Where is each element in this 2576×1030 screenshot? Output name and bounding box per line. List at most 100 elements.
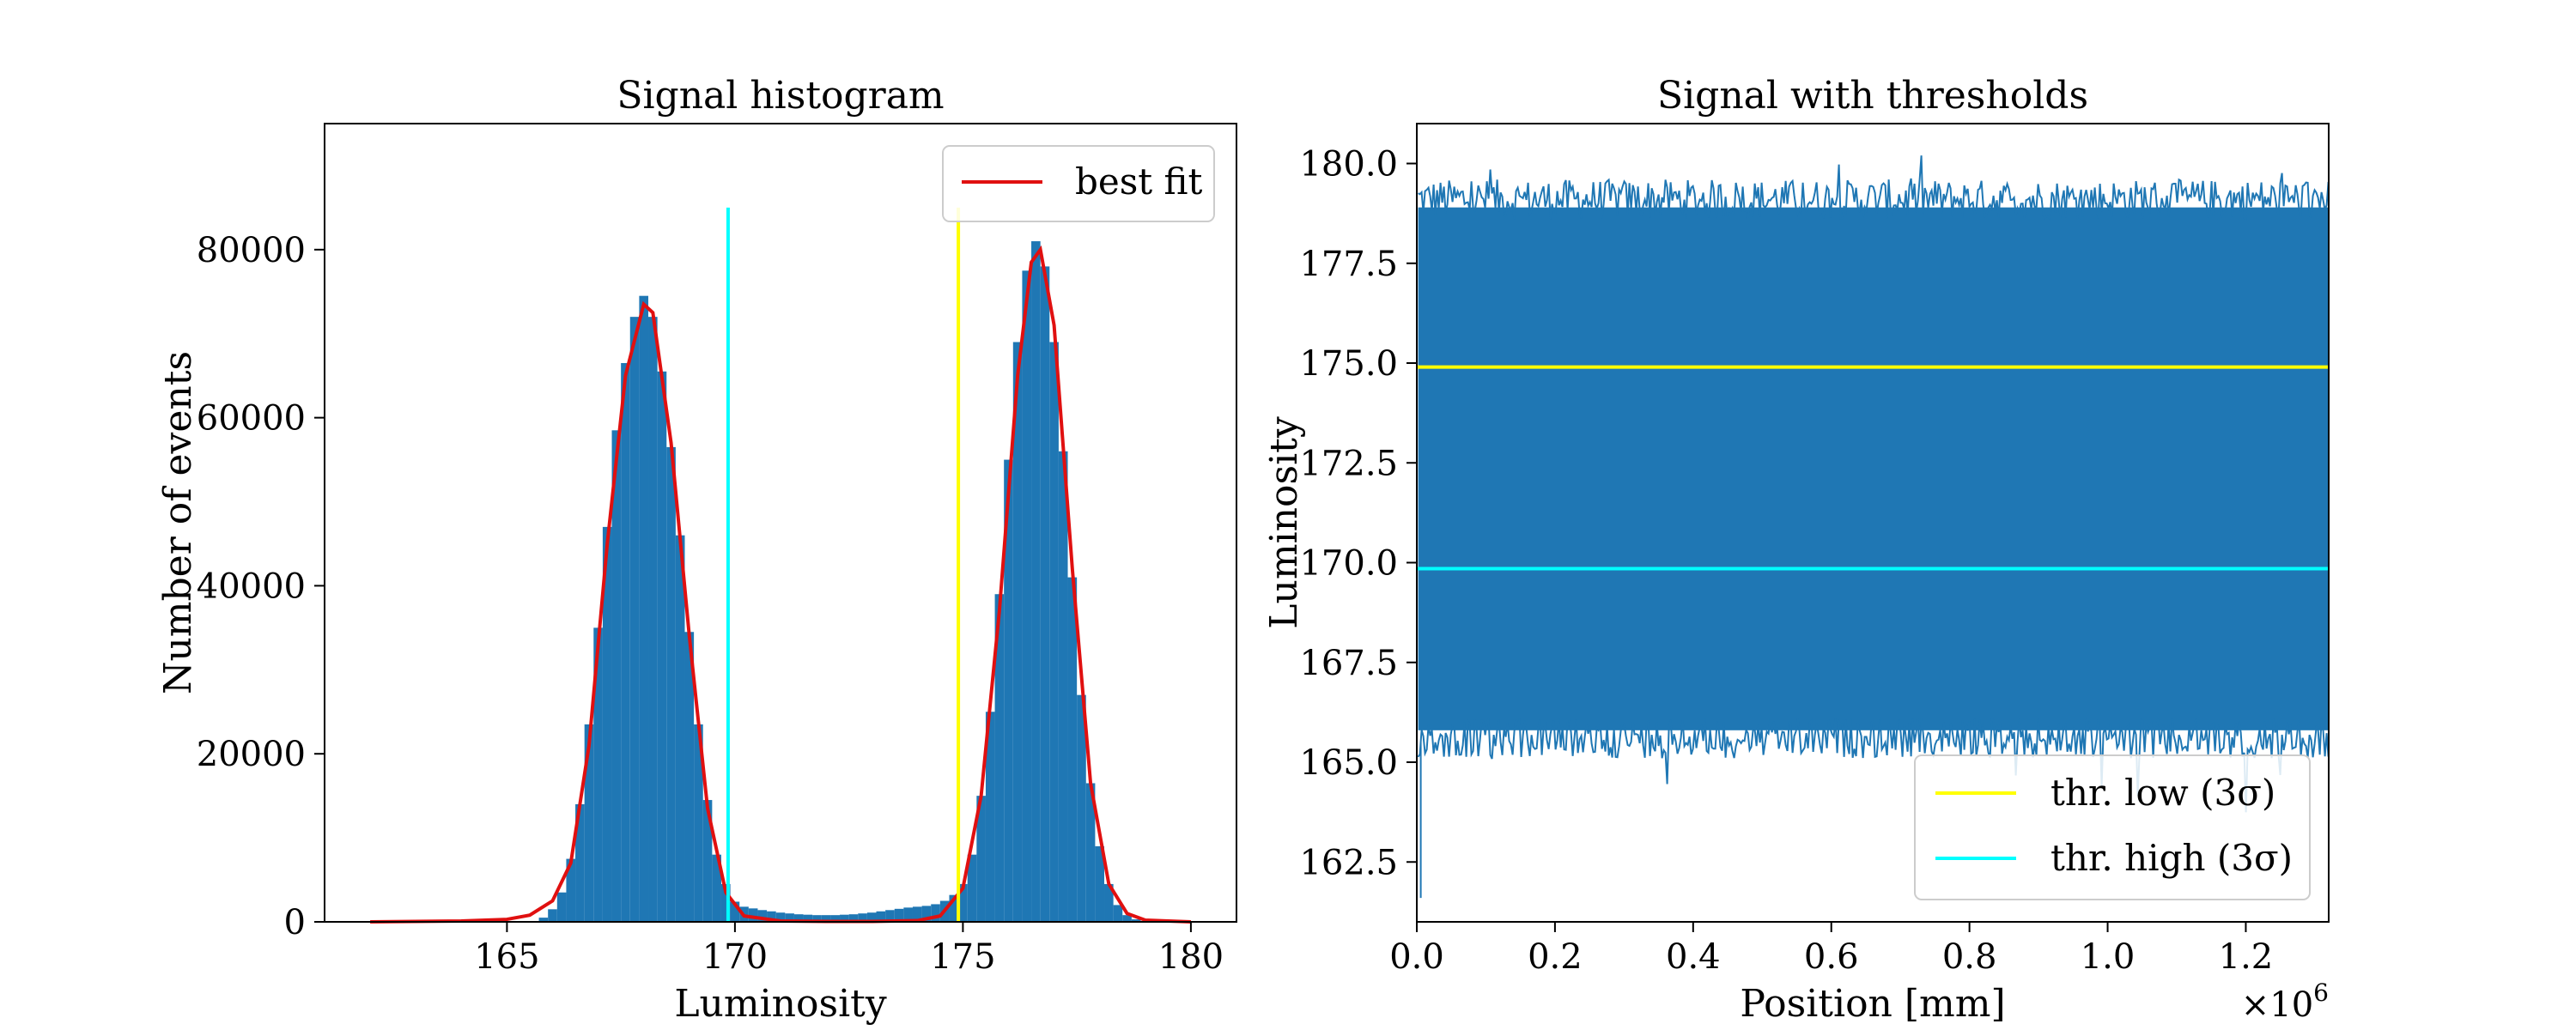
- histogram-bar: [793, 914, 804, 922]
- histogram-bar: [1022, 270, 1032, 922]
- y-tick-label: 0: [284, 903, 306, 942]
- histogram-bar: [821, 915, 831, 922]
- histogram-bar: [1131, 919, 1141, 922]
- signal-title: Signal with thresholds: [1657, 74, 2088, 118]
- signal-band: [1418, 207, 2329, 730]
- histogram-y-label: Number of events: [156, 351, 200, 694]
- signal-axes-frame: [1416, 123, 2330, 923]
- histogram-y-ticks: 0 20000 40000 60000 80000: [197, 231, 325, 942]
- y-tick-label: 177.5: [1299, 245, 1398, 284]
- histogram-bar: [548, 909, 557, 922]
- histogram-bar: [556, 892, 567, 922]
- x-tick-label: 180: [1158, 937, 1224, 977]
- histogram-bar: [1040, 266, 1050, 923]
- histogram-bar: [885, 910, 895, 922]
- histogram-bar: [712, 854, 721, 922]
- histogram-bar: [538, 918, 549, 922]
- histogram-bar: [876, 911, 886, 922]
- histogram-bar: [967, 854, 977, 922]
- histogram-bar: [648, 317, 658, 922]
- x-tick-label: 0.4: [1666, 937, 1721, 977]
- histogram-bar: [748, 908, 758, 922]
- x-tick-label: 0.8: [1942, 937, 1997, 977]
- histogram-bar: [694, 724, 703, 922]
- histogram-bar: [575, 803, 585, 922]
- x-scale-exponent: 6: [2313, 978, 2329, 1007]
- x-tick-label: 1.0: [2081, 937, 2136, 977]
- y-tick-label: 60000: [197, 399, 306, 439]
- histogram-bar: [1122, 915, 1132, 922]
- histogram-bars: [538, 241, 1141, 923]
- x-tick-label: 1.2: [2219, 937, 2274, 977]
- histogram-bar: [684, 632, 695, 922]
- histogram-bar: [566, 858, 576, 922]
- signal-y-ticks: 162.5 165.0 167.5 170.0 172.5 175.0 177.5 180.0: [1299, 145, 1417, 882]
- histogram-bar: [602, 526, 612, 922]
- histogram-bar: [803, 914, 813, 922]
- histogram-bar: [903, 907, 913, 922]
- signal-legend: thr. low (3σ) thr. high (3σ): [1914, 754, 2311, 900]
- histogram-bar: [1085, 783, 1096, 922]
- histogram-bar: [921, 906, 932, 922]
- histogram-bar: [757, 910, 768, 922]
- histogram-axes-frame: [324, 123, 1237, 923]
- histogram-x-label: Luminosity: [674, 982, 887, 1026]
- histogram-bar: [931, 904, 940, 922]
- histogram-legend: best fit: [942, 145, 1215, 222]
- signal-noise-edges: [1417, 155, 2329, 899]
- histogram-bar: [666, 446, 676, 922]
- histogram-bar: [730, 901, 740, 922]
- histogram-bar: [657, 371, 667, 923]
- legend-best-fit-label: best fit: [1075, 161, 1203, 203]
- histogram-bar: [1031, 241, 1041, 923]
- signal-x-label: Position [mm]: [1740, 982, 2005, 1026]
- histogram-bar: [949, 894, 959, 922]
- histogram-bar: [1067, 577, 1078, 922]
- x-tick-label: 0.0: [1389, 937, 1444, 977]
- histogram-bar: [720, 883, 731, 922]
- histogram-bar: [840, 914, 849, 922]
- y-tick-label: 20000: [197, 735, 306, 774]
- x-scale-base: ×10: [2241, 985, 2313, 1025]
- histogram-bar: [621, 363, 630, 922]
- histogram-bar: [894, 908, 904, 922]
- histogram-bar: [767, 911, 776, 922]
- histogram-bar: [1095, 845, 1105, 922]
- histogram-bar: [958, 883, 968, 922]
- histogram-bar: [976, 796, 986, 922]
- y-tick-label: 40000: [197, 566, 306, 606]
- y-tick-label: 175.0: [1299, 344, 1398, 384]
- histogram-bar: [848, 914, 859, 922]
- histogram-bar: [812, 915, 822, 922]
- y-tick-label: 180.0: [1299, 145, 1398, 185]
- y-tick-label: 170.0: [1299, 544, 1398, 584]
- histogram-chart: 165 170 175 180 0 20000 40000 60000 80000 Signa…: [156, 74, 1237, 1026]
- histogram-bar: [830, 915, 841, 922]
- histogram-bar: [994, 594, 1005, 922]
- histogram-bar: [985, 712, 995, 922]
- histogram-bar: [1004, 459, 1013, 922]
- y-tick-label: 165.0: [1299, 743, 1398, 783]
- signal-x-ticks: 0.0 0.2 0.4 0.6 0.8 1.0 1.2: [1389, 922, 2273, 977]
- x-tick-label: 170: [702, 937, 768, 977]
- histogram-legend-box: [942, 145, 1215, 222]
- histogram-x-ticks: 165 170 175 180: [474, 922, 1224, 977]
- x-tick-label: 0.6: [1804, 937, 1859, 977]
- threshold-vertical-lines: [726, 207, 961, 922]
- x-tick-label: 0.2: [1528, 937, 1583, 977]
- histogram-bar: [1058, 451, 1068, 922]
- histogram-bar: [1077, 694, 1086, 922]
- histogram-bar: [1049, 342, 1059, 922]
- legend-thr-high-label: thr. high (3σ): [2050, 837, 2293, 879]
- x-tick-label: 175: [930, 937, 995, 977]
- signal-y-label: Luminosity: [1262, 416, 1306, 629]
- histogram-bar: [639, 295, 649, 922]
- y-tick-label: 172.5: [1299, 444, 1398, 483]
- y-tick-label: 167.5: [1299, 644, 1398, 683]
- histogram-bar: [775, 912, 786, 922]
- histogram-bar: [611, 430, 622, 922]
- histogram-bar: [785, 913, 794, 922]
- legend-thr-low-label: thr. low (3σ): [2050, 772, 2275, 814]
- y-tick-label: 162.5: [1299, 843, 1398, 882]
